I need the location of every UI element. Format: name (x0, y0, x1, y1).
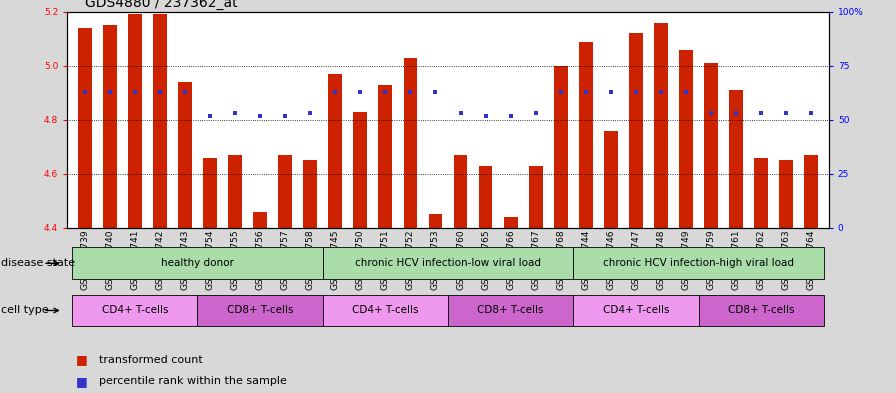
Text: GDS4880 / 237362_at: GDS4880 / 237362_at (85, 0, 237, 10)
Text: CD8+ T-cells: CD8+ T-cells (728, 305, 795, 316)
Point (202, 112, 217, 119)
Text: CD4+ T-cells: CD4+ T-cells (603, 305, 669, 316)
Bar (328, 74, 342, 228)
Point (804, 110, 818, 117)
Bar (679, 50, 693, 228)
Text: chronic HCV infection-high viral load: chronic HCV infection-high viral load (603, 258, 794, 268)
Point (103, 89, 117, 95)
Point (754, 110, 769, 117)
Text: cell type: cell type (1, 305, 48, 316)
Text: CD4+ T-cells: CD4+ T-cells (352, 305, 418, 316)
Text: CD8+ T-cells: CD8+ T-cells (478, 305, 544, 316)
Bar (504, 217, 518, 228)
Point (127, 89, 142, 95)
Point (529, 110, 543, 117)
Point (78, 89, 92, 95)
Bar (279, 155, 292, 228)
Bar (197, 295, 323, 326)
Bar (304, 160, 317, 228)
Point (629, 89, 643, 95)
Bar (73, 248, 323, 279)
Bar (378, 85, 392, 228)
Text: healthy donor: healthy donor (161, 258, 234, 268)
Bar (780, 160, 793, 228)
Bar (604, 131, 617, 228)
Point (303, 110, 317, 117)
Bar (103, 25, 116, 228)
Bar (805, 155, 818, 228)
Bar (704, 63, 718, 228)
Point (604, 89, 618, 95)
Bar (729, 90, 743, 228)
Bar (579, 42, 592, 228)
Bar (428, 215, 443, 228)
Point (579, 89, 593, 95)
Point (654, 89, 668, 95)
Text: CD8+ T-cells: CD8+ T-cells (227, 305, 293, 316)
Text: ■: ■ (76, 353, 88, 366)
Bar (453, 155, 468, 228)
Point (403, 89, 418, 95)
Bar (203, 158, 217, 228)
Point (729, 110, 744, 117)
Point (679, 89, 694, 95)
Point (428, 89, 443, 95)
Bar (153, 15, 167, 228)
Point (704, 110, 719, 117)
Bar (699, 295, 823, 326)
Point (253, 112, 267, 119)
Bar (323, 295, 448, 326)
Bar (654, 23, 668, 228)
Bar (353, 112, 367, 228)
Bar (323, 248, 573, 279)
Point (478, 112, 493, 119)
Bar (573, 248, 823, 279)
Point (278, 112, 292, 119)
Text: ■: ■ (76, 375, 88, 388)
Bar (254, 212, 267, 228)
Point (378, 89, 392, 95)
Bar (629, 33, 642, 228)
Bar (128, 15, 142, 228)
Point (504, 112, 518, 119)
Bar (754, 158, 768, 228)
Bar (73, 295, 197, 326)
Point (152, 89, 167, 95)
Bar (573, 295, 699, 326)
Bar (178, 82, 192, 228)
Bar (228, 155, 242, 228)
Text: percentile rank within the sample: percentile rank within the sample (99, 376, 287, 386)
Bar (78, 28, 91, 228)
Text: transformed count: transformed count (99, 354, 202, 365)
Text: chronic HCV infection-low viral load: chronic HCV infection-low viral load (355, 258, 541, 268)
Point (228, 110, 242, 117)
Bar (554, 66, 568, 228)
Point (177, 89, 192, 95)
Bar (529, 166, 543, 228)
Bar (403, 58, 418, 228)
Text: disease state: disease state (1, 258, 75, 268)
Text: CD4+ T-cells: CD4+ T-cells (101, 305, 168, 316)
Point (453, 110, 468, 117)
Point (779, 110, 793, 117)
Bar (448, 295, 573, 326)
Bar (478, 166, 493, 228)
Point (554, 89, 568, 95)
Point (353, 89, 367, 95)
Point (328, 89, 342, 95)
